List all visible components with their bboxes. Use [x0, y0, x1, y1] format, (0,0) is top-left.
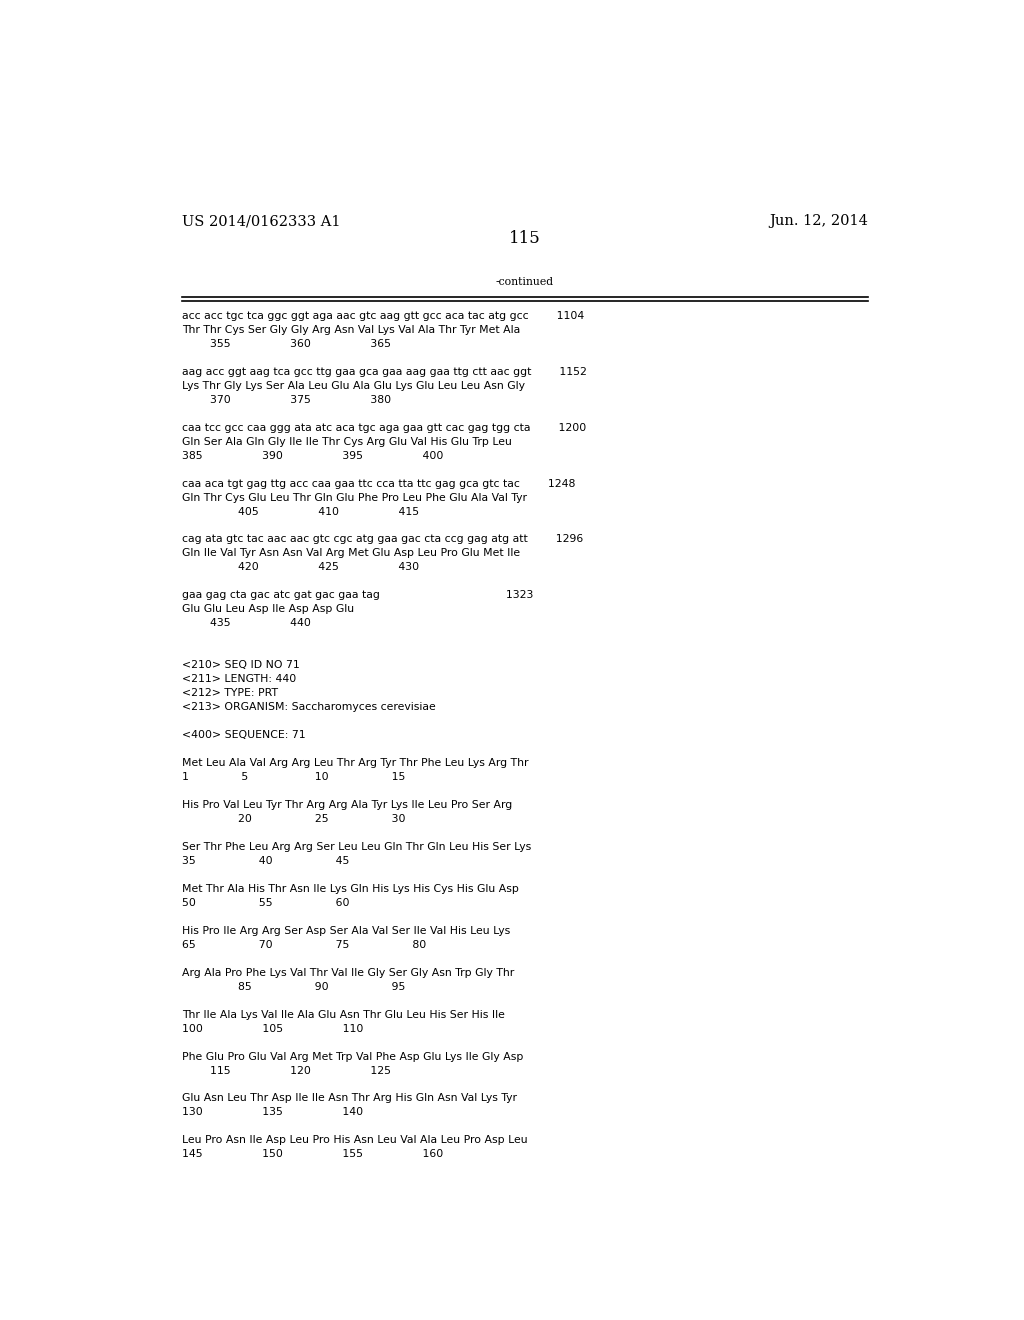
- Text: Gln Ile Val Tyr Asn Asn Val Arg Met Glu Asp Leu Pro Glu Met Ile: Gln Ile Val Tyr Asn Asn Val Arg Met Glu …: [182, 548, 520, 558]
- Text: caa tcc gcc caa ggg ata atc aca tgc aga gaa gtt cac gag tgg cta        1200: caa tcc gcc caa ggg ata atc aca tgc aga …: [182, 422, 586, 433]
- Text: 50                  55                  60: 50 55 60: [182, 898, 349, 908]
- Text: Met Leu Ala Val Arg Arg Leu Thr Arg Tyr Thr Phe Leu Lys Arg Thr: Met Leu Ala Val Arg Arg Leu Thr Arg Tyr …: [182, 758, 528, 768]
- Text: cag ata gtc tac aac aac gtc cgc atg gaa gac cta ccg gag atg att        1296: cag ata gtc tac aac aac gtc cgc atg gaa …: [182, 535, 584, 544]
- Text: 115                 120                 125: 115 120 125: [182, 1065, 391, 1076]
- Text: 355                 360                 365: 355 360 365: [182, 339, 391, 348]
- Text: 1               5                   10                  15: 1 5 10 15: [182, 772, 406, 781]
- Text: 370                 375                 380: 370 375 380: [182, 395, 391, 405]
- Text: Glu Asn Leu Thr Asp Ile Ile Asn Thr Arg His Gln Asn Val Lys Tyr: Glu Asn Leu Thr Asp Ile Ile Asn Thr Arg …: [182, 1093, 517, 1104]
- Text: <211> LENGTH: 440: <211> LENGTH: 440: [182, 675, 296, 684]
- Text: Thr Thr Cys Ser Gly Gly Arg Asn Val Lys Val Ala Thr Tyr Met Ala: Thr Thr Cys Ser Gly Gly Arg Asn Val Lys …: [182, 325, 520, 335]
- Text: 405                 410                 415: 405 410 415: [182, 507, 419, 516]
- Text: <213> ORGANISM: Saccharomyces cerevisiae: <213> ORGANISM: Saccharomyces cerevisiae: [182, 702, 436, 713]
- Text: 100                 105                 110: 100 105 110: [182, 1023, 364, 1034]
- Text: 35                  40                  45: 35 40 45: [182, 855, 349, 866]
- Text: -continued: -continued: [496, 277, 554, 288]
- Text: Glu Glu Leu Asp Ile Asp Asp Glu: Glu Glu Leu Asp Ile Asp Asp Glu: [182, 605, 354, 614]
- Text: His Pro Val Leu Tyr Thr Arg Arg Ala Tyr Lys Ile Leu Pro Ser Arg: His Pro Val Leu Tyr Thr Arg Arg Ala Tyr …: [182, 800, 512, 810]
- Text: 115: 115: [509, 230, 541, 247]
- Text: Arg Ala Pro Phe Lys Val Thr Val Ile Gly Ser Gly Asn Trp Gly Thr: Arg Ala Pro Phe Lys Val Thr Val Ile Gly …: [182, 968, 514, 978]
- Text: gaa gag cta gac atc gat gac gaa tag                                    1323: gaa gag cta gac atc gat gac gaa tag 1323: [182, 590, 534, 601]
- Text: Jun. 12, 2014: Jun. 12, 2014: [769, 214, 867, 228]
- Text: <212> TYPE: PRT: <212> TYPE: PRT: [182, 688, 278, 698]
- Text: Lys Thr Gly Lys Ser Ala Leu Glu Ala Glu Lys Glu Leu Leu Asn Gly: Lys Thr Gly Lys Ser Ala Leu Glu Ala Glu …: [182, 380, 525, 391]
- Text: Met Thr Ala His Thr Asn Ile Lys Gln His Lys His Cys His Glu Asp: Met Thr Ala His Thr Asn Ile Lys Gln His …: [182, 884, 519, 894]
- Text: His Pro Ile Arg Arg Ser Asp Ser Ala Val Ser Ile Val His Leu Lys: His Pro Ile Arg Arg Ser Asp Ser Ala Val …: [182, 925, 510, 936]
- Text: 385                 390                 395                 400: 385 390 395 400: [182, 450, 443, 461]
- Text: 435                 440: 435 440: [182, 618, 311, 628]
- Text: <210> SEQ ID NO 71: <210> SEQ ID NO 71: [182, 660, 300, 671]
- Text: Thr Ile Ala Lys Val Ile Ala Glu Asn Thr Glu Leu His Ser His Ile: Thr Ile Ala Lys Val Ile Ala Glu Asn Thr …: [182, 1010, 505, 1019]
- Text: Gln Ser Ala Gln Gly Ile Ile Thr Cys Arg Glu Val His Glu Trp Leu: Gln Ser Ala Gln Gly Ile Ile Thr Cys Arg …: [182, 437, 512, 446]
- Text: Ser Thr Phe Leu Arg Arg Ser Leu Leu Gln Thr Gln Leu His Ser Lys: Ser Thr Phe Leu Arg Arg Ser Leu Leu Gln …: [182, 842, 531, 851]
- Text: aag acc ggt aag tca gcc ttg gaa gca gaa aag gaa ttg ctt aac ggt        1152: aag acc ggt aag tca gcc ttg gaa gca gaa …: [182, 367, 587, 376]
- Text: caa aca tgt gag ttg acc caa gaa ttc cca tta ttc gag gca gtc tac        1248: caa aca tgt gag ttg acc caa gaa ttc cca …: [182, 479, 575, 488]
- Text: 130                 135                 140: 130 135 140: [182, 1107, 364, 1118]
- Text: US 2014/0162333 A1: US 2014/0162333 A1: [182, 214, 340, 228]
- Text: 85                  90                  95: 85 90 95: [182, 982, 406, 991]
- Text: Gln Thr Cys Glu Leu Thr Gln Glu Phe Pro Leu Phe Glu Ala Val Tyr: Gln Thr Cys Glu Leu Thr Gln Glu Phe Pro …: [182, 492, 527, 503]
- Text: 20                  25                  30: 20 25 30: [182, 814, 406, 824]
- Text: Phe Glu Pro Glu Val Arg Met Trp Val Phe Asp Glu Lys Ile Gly Asp: Phe Glu Pro Glu Val Arg Met Trp Val Phe …: [182, 1052, 523, 1061]
- Text: 65                  70                  75                  80: 65 70 75 80: [182, 940, 426, 950]
- Text: Leu Pro Asn Ile Asp Leu Pro His Asn Leu Val Ala Leu Pro Asp Leu: Leu Pro Asn Ile Asp Leu Pro His Asn Leu …: [182, 1135, 527, 1146]
- Text: acc acc tgc tca ggc ggt aga aac gtc aag gtt gcc aca tac atg gcc        1104: acc acc tgc tca ggc ggt aga aac gtc aag …: [182, 312, 585, 321]
- Text: 420                 425                 430: 420 425 430: [182, 562, 419, 573]
- Text: 145                 150                 155                 160: 145 150 155 160: [182, 1150, 443, 1159]
- Text: <400> SEQUENCE: 71: <400> SEQUENCE: 71: [182, 730, 305, 741]
